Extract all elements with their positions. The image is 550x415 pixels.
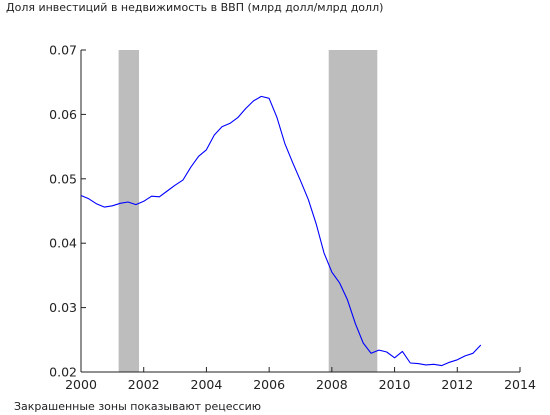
y-tick-label: 0.05 bbox=[49, 171, 77, 186]
y-tick-label: 0.02 bbox=[49, 365, 77, 380]
recession-note: Закрашенные зоны показывают рецессию bbox=[14, 400, 262, 413]
y-tick-label: 0.03 bbox=[49, 300, 77, 315]
recession-band-2 bbox=[328, 50, 378, 372]
x-tick-label: 2012 bbox=[441, 377, 473, 392]
y-ticks: 0.02 0.03 0.04 0.05 0.06 0.07 bbox=[49, 43, 86, 380]
x-tick-label: 2014 bbox=[504, 377, 536, 392]
x-tick-label: 2006 bbox=[253, 377, 285, 392]
y-tick-label: 0.07 bbox=[49, 43, 77, 58]
recession-bands bbox=[118, 50, 378, 372]
series-line bbox=[80, 95, 482, 367]
x-tick-label: 2004 bbox=[191, 377, 223, 392]
recession-band-1 bbox=[118, 50, 140, 372]
y-tick-label: 0.06 bbox=[49, 107, 77, 122]
y-tick-label: 0.04 bbox=[49, 236, 77, 251]
x-tick-label: 2000 bbox=[65, 377, 97, 392]
chart-title: Доля инвестиций в недвижимость в ВВП (мл… bbox=[6, 1, 384, 14]
x-tick-label: 2008 bbox=[316, 377, 348, 392]
x-tick-label: 2002 bbox=[128, 377, 160, 392]
x-tick-label: 2010 bbox=[379, 377, 411, 392]
x-ticks: 2000 2002 2004 2006 2008 2010 2012 2014 bbox=[65, 367, 536, 392]
